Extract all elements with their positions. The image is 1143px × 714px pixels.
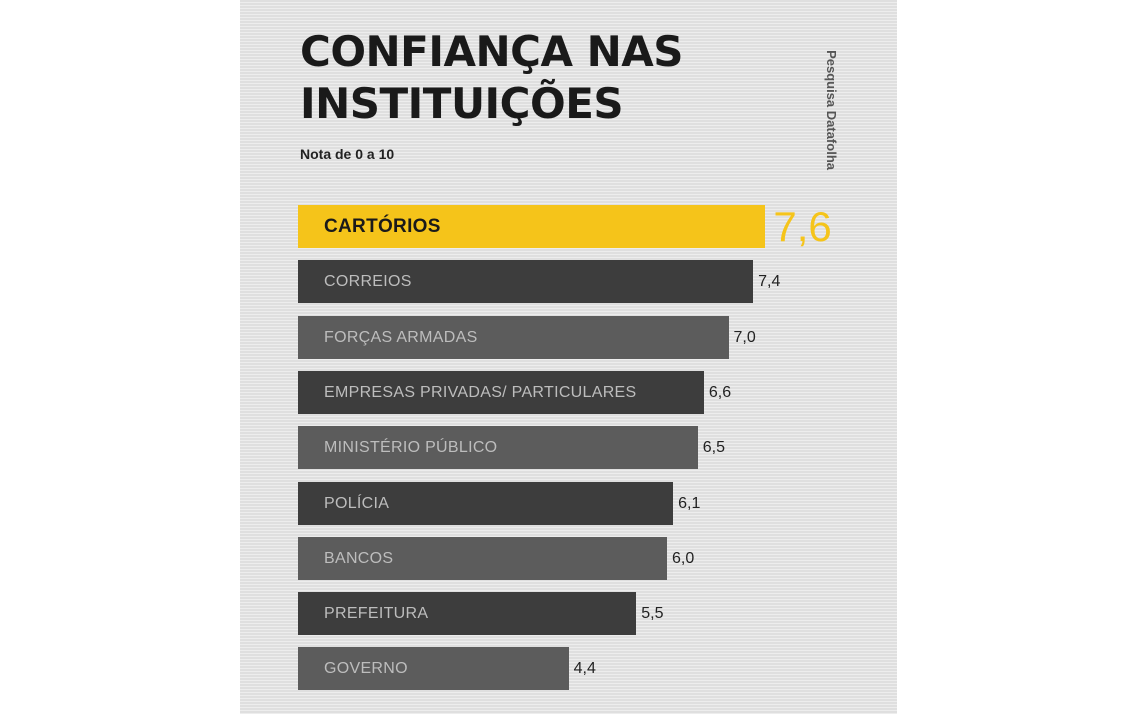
bar-value-label: 4,4 bbox=[573, 660, 596, 678]
bar-prefeitura: PREFEITURA bbox=[298, 592, 637, 636]
bar-value-label: 7,6 bbox=[773, 203, 832, 250]
bar-governo: GOVERNO bbox=[298, 647, 569, 691]
bar-chart: CARTÓRIOS 7,6 CORREIOS 7,4 FORÇAS ARMADAS 7,0… bbox=[240, 0, 897, 714]
bar-value-label: 5,5 bbox=[641, 605, 664, 623]
bar-label: EMPRESAS PRIVADAS/ PARTICULARES bbox=[324, 383, 637, 401]
bar-value-label: 7,4 bbox=[758, 273, 781, 291]
bar-ministerio-publico: MINISTÉRIO PÚBLICO bbox=[298, 426, 698, 470]
bar-label: FORÇAS ARMADAS bbox=[324, 328, 478, 346]
bar-label: GOVERNO bbox=[324, 660, 408, 678]
bar-label: PREFEITURA bbox=[324, 605, 429, 623]
bar-label: CORREIOS bbox=[324, 273, 412, 291]
bar-label: POLÍCIA bbox=[324, 494, 390, 512]
bar-label: CARTÓRIOS bbox=[324, 216, 441, 237]
bar-policia: POLÍCIA bbox=[298, 481, 674, 525]
chart-subtitle: Nota de 0 a 10 bbox=[300, 146, 395, 162]
bar-correios: CORREIOS bbox=[298, 260, 754, 304]
bar-cartorios: CARTÓRIOS bbox=[298, 205, 766, 248]
bar-empresas-privadas-particulares: EMPRESAS PRIVADAS/ PARTICULARES bbox=[298, 370, 704, 414]
bar-value-label: 6,5 bbox=[702, 439, 725, 457]
bar-label: MINISTÉRIO PÚBLICO bbox=[324, 439, 498, 457]
bar-bancos: BANCOS bbox=[298, 536, 667, 580]
bar-value-label: 6,0 bbox=[672, 549, 695, 567]
bar-forcas-armadas: FORÇAS ARMADAS bbox=[298, 315, 729, 359]
bar-value-label: 6,6 bbox=[708, 383, 732, 401]
chart-title: CONFIANÇA NAS INSTITUIÇÕES bbox=[300, 26, 684, 130]
chart-title-line-2: INSTITUIÇÕES bbox=[300, 79, 624, 128]
bar-value-label: 7,0 bbox=[733, 328, 756, 346]
bar-label: BANCOS bbox=[324, 549, 394, 567]
chart-panel: CONFIANÇA NAS INSTITUIÇÕES Nota de 0 a 1… bbox=[240, 0, 897, 714]
bar-value-label: 6,1 bbox=[678, 494, 701, 512]
chart-title-line-1: CONFIANÇA NAS bbox=[300, 27, 684, 76]
